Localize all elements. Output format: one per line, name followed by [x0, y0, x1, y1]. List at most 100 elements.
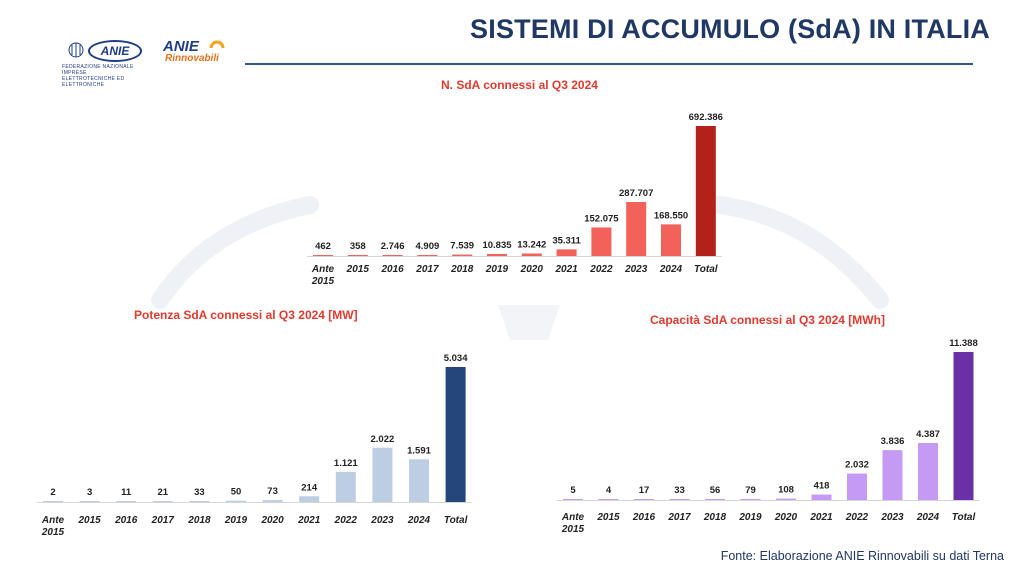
anie-rinnovabili-logo-bottom: Rinnovabili — [165, 53, 219, 64]
anie-logo-caption-line-1: FEDERAZIONE NAZIONALE IMPRESE — [62, 64, 134, 76]
chart-1-data-label: 2.746 — [381, 241, 405, 252]
chart-2-bar-item — [116, 501, 137, 502]
chart-3-data-label: 33 — [674, 485, 685, 496]
chart-1-bar-item — [626, 201, 647, 256]
anie-logo-mark-icon — [68, 42, 84, 58]
chart-1-bar-item — [591, 227, 612, 256]
chart-3-data-label: 11.388 — [949, 338, 978, 349]
chart-3-bar-item — [563, 499, 583, 500]
chart-2-category-label: 2019 — [224, 515, 248, 526]
chart-2-data-label: 21 — [158, 487, 169, 498]
chart-1-data-label: 152.075 — [584, 213, 619, 224]
chart-3-bar-item — [918, 442, 938, 500]
chart-3-data-label: 2.032 — [845, 460, 869, 471]
chart-2-category-label: 2018 — [187, 515, 211, 526]
chart-2-category-label: 2022 — [334, 515, 358, 526]
chart-2-data-label: 2 — [50, 487, 55, 498]
chart-3-data-label: 17 — [639, 485, 650, 496]
chart-2-data-label: 73 — [267, 486, 278, 497]
chart-2-bar-item — [299, 496, 320, 502]
chart-3-category-label: 2016 — [632, 512, 656, 523]
chart-1-data-label: 168.550 — [654, 210, 688, 221]
chart-2-bar-item — [262, 500, 283, 502]
chart-1-category-label: 2022 — [589, 264, 613, 275]
chart-1-data-label: 358 — [350, 241, 366, 252]
chart-2-data-label: 1.591 — [407, 445, 431, 456]
chart-3-data-label: 5 — [570, 485, 576, 496]
chart-1-bar-item — [556, 249, 577, 256]
chart-1-data-label: 35.311 — [552, 235, 581, 246]
chart-3-data-label: 108 — [778, 485, 794, 496]
chart-3-category-label: 2019 — [738, 512, 762, 523]
chart-3-bar-item — [811, 494, 832, 500]
chart-1-data-label: 287.707 — [619, 188, 653, 199]
chart-3-data-label: 79 — [745, 485, 756, 496]
chart-3-data-label: 56 — [710, 485, 721, 496]
chart-3-category-label: 2018 — [703, 512, 727, 523]
chart-1-data-label: 13.242 — [517, 240, 546, 251]
chart-2-data-label: 214 — [301, 482, 318, 493]
chart-3-bar-item — [669, 499, 690, 500]
chart-3-bar-item — [847, 473, 867, 500]
chart-2-bar-item — [189, 501, 210, 502]
title-divider — [245, 63, 973, 65]
chart-2-data-label: 5.034 — [444, 353, 468, 364]
chart-3-category-label: Total — [952, 512, 976, 523]
chart-3-bar-item — [634, 499, 654, 500]
anie-rinnovabili-logo-top: ANIE — [163, 38, 199, 55]
chart-1-bar-total — [695, 126, 716, 256]
chart-1-category-label: 2017 — [415, 264, 439, 275]
chart-2-bar-item — [152, 501, 173, 502]
chart-3-category-label: 2024 — [916, 512, 940, 523]
chart-1-bar-item — [521, 253, 542, 256]
chart-2-bar-item — [43, 501, 63, 502]
chart-3-bar-total — [953, 352, 974, 500]
chart-3-category-label: 2023 — [880, 512, 904, 523]
chart-2-category-label: 2020 — [260, 515, 284, 526]
chart-2-title: Potenza SdA connessi al Q3 2024 [MW] — [134, 308, 358, 322]
chart-1-bar-item — [452, 254, 473, 256]
chart-3-category-label: 2022 — [845, 512, 869, 523]
chart-2-data-label: 50 — [231, 487, 242, 498]
chart-2-category-label: Ante 2015 — [41, 515, 65, 538]
chart-1-category-label: 2020 — [520, 264, 544, 275]
chart-1-bar-item — [661, 224, 681, 256]
chart-1-category-label: 2021 — [554, 264, 578, 275]
source-note: Fonte: Elaborazione ANIE Rinnovabili su … — [720, 549, 1004, 563]
chart-2-category-label: 2017 — [151, 515, 175, 526]
chart-1-category-label: 2024 — [659, 264, 683, 275]
anie-logo-caption: FEDERAZIONE NAZIONALE IMPRESE ELETTROTEC… — [62, 64, 154, 88]
chart-2-category-label: 2015 — [77, 515, 101, 526]
chart-1-data-label: 10.835 — [482, 240, 512, 251]
chart-1-data-label: 7.539 — [450, 241, 474, 252]
chart-1-data-label: 4.909 — [416, 241, 440, 252]
chart-1-category-label: 2019 — [485, 264, 509, 275]
chart-2-bar-item — [79, 501, 100, 502]
chart-3-category-label: 2017 — [667, 512, 691, 523]
chart-3-title: Capacità SdA connessi al Q3 2024 [MWh] — [650, 313, 885, 327]
chart-2-bar-item — [335, 471, 356, 502]
slide-title: SISTEMI DI ACCUMULO (SdA) IN ITALIA — [470, 14, 990, 44]
chart-1-category-label: 2023 — [624, 264, 648, 275]
chart-3-category-label: Ante 2015 — [561, 512, 585, 535]
chart-3-bar-item — [598, 499, 619, 500]
chart-2-category-label: 2023 — [370, 515, 394, 526]
chart-3-bar-item — [740, 498, 761, 500]
chart-1-bar-item — [417, 255, 438, 256]
chart-2-category-label: Total — [444, 515, 468, 526]
chart-3-bar-item — [776, 498, 796, 500]
sun-icon — [209, 40, 225, 49]
chart-1-bar-item — [347, 255, 368, 256]
chart-2-data-label: 1.121 — [334, 458, 358, 469]
chart-2-category-label: 2021 — [297, 515, 321, 526]
chart-2-data-label: 11 — [121, 487, 132, 498]
chart-1-bar-item — [382, 255, 403, 256]
chart-2-category-label: 2024 — [407, 515, 431, 526]
chart-3-data-label: 4 — [606, 485, 612, 496]
chart-1-title: N. SdA connessi al Q3 2024 — [441, 78, 598, 92]
chart-1-bar-item — [487, 253, 507, 256]
anie-rinnovabili-logo: ANIE Rinnovabili — [163, 38, 233, 68]
chart-3-bar-item — [705, 499, 725, 500]
